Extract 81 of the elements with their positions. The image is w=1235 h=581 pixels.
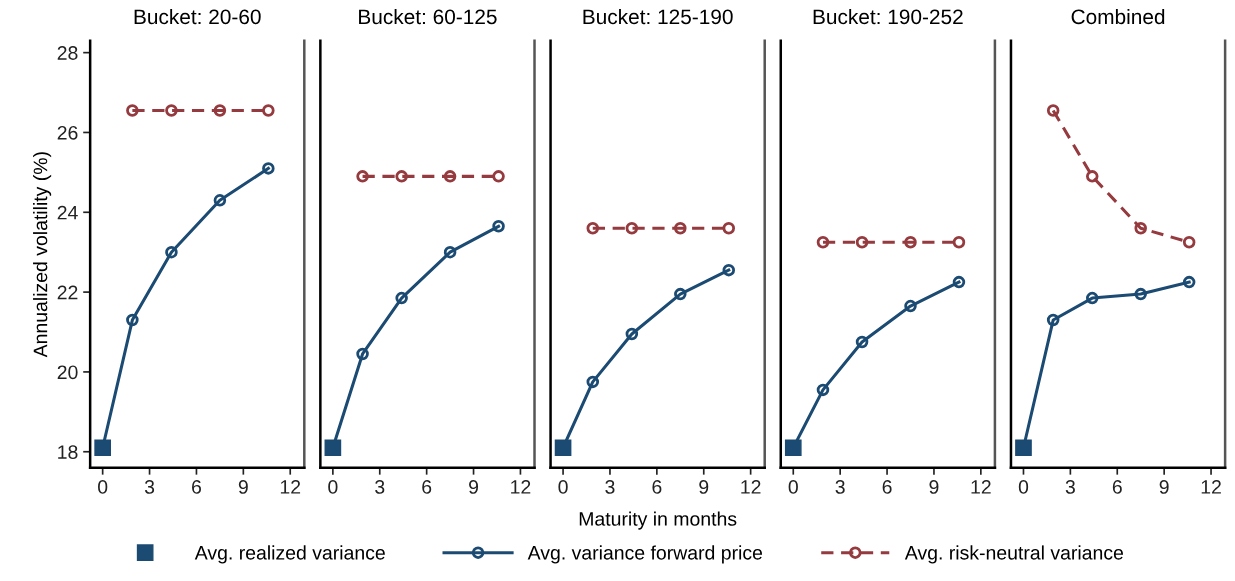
point (1182, 275, 1196, 289)
x-tick-label: 12 (511, 480, 531, 494)
point (443, 170, 457, 183)
chart-title: Combined (1071, 8, 1165, 25)
point (722, 221, 736, 235)
point (126, 313, 139, 327)
x-tick-label: 3 (605, 480, 615, 494)
x-tick-label: 12 (971, 480, 991, 494)
point (816, 235, 830, 249)
point (262, 162, 275, 175)
x-tick-label: 0 (788, 480, 798, 494)
point (674, 221, 687, 235)
point (165, 104, 178, 117)
chart-title: Bucket: 190-252 (813, 8, 963, 25)
point (1134, 221, 1147, 235)
point (492, 220, 505, 233)
point (625, 221, 639, 235)
point (1086, 291, 1099, 305)
y-tick-label: 26 (57, 125, 78, 140)
point (904, 299, 917, 313)
chart-title: Bucket: 20-60 (134, 8, 261, 25)
y-tick-label: 24 (57, 205, 78, 220)
y-tick-label: 28 (57, 46, 78, 60)
point (492, 170, 505, 183)
point (586, 221, 600, 235)
point (1134, 287, 1147, 301)
legend-label: Avg. variance forward price (527, 545, 763, 564)
x-tick-label: 9 (699, 480, 709, 494)
point (1046, 104, 1060, 117)
point (356, 170, 369, 183)
point (356, 347, 369, 361)
point (674, 287, 687, 301)
point (126, 104, 139, 117)
x-tick-label: 3 (144, 480, 155, 494)
point (855, 335, 869, 349)
point (816, 383, 830, 397)
x-tick-label: 12 (1201, 480, 1221, 494)
x-tick-label: 3 (835, 480, 845, 494)
chart-title: Bucket: 125-190 (583, 8, 733, 25)
x-tick-label: 9 (469, 480, 479, 494)
point (855, 235, 869, 249)
point (1046, 313, 1060, 327)
x-tick-label: 0 (98, 480, 108, 494)
y-axis-title: Annualized volatility (%) (33, 152, 52, 358)
chart-title: Bucket: 60-125 (359, 8, 497, 25)
legend-label: Avg. realized variance (194, 545, 385, 564)
x-tick-label: 12 (741, 480, 761, 494)
x-tick-label: 6 (652, 480, 662, 494)
x-tick-label: 6 (422, 480, 432, 494)
y-tick-label: 22 (57, 285, 78, 300)
point (722, 263, 736, 277)
x-tick-label: 3 (375, 480, 385, 494)
point (1086, 170, 1099, 183)
point (443, 245, 457, 259)
y-tick-label: 18 (58, 445, 78, 459)
x-tick-label: 9 (238, 480, 248, 494)
x-tick-label: 6 (882, 480, 892, 494)
x-tick-label: 12 (280, 480, 301, 494)
point (952, 235, 966, 249)
point (165, 245, 178, 259)
legend-label: Avg. risk-neutral variance (904, 545, 1124, 564)
x-tick-label: 3 (1065, 480, 1075, 494)
x-tick-label: 9 (1159, 480, 1169, 494)
point (262, 104, 275, 117)
y-tick-label: 20 (57, 365, 78, 380)
x-tick-label: 0 (328, 480, 338, 494)
x-tick-label: 0 (558, 480, 568, 494)
point (586, 375, 600, 389)
point (395, 170, 408, 183)
x-axis-title: Maturity in months (579, 511, 737, 530)
x-tick-label: 6 (1112, 480, 1122, 494)
point (625, 327, 639, 341)
x-tick-label: 0 (1018, 480, 1029, 494)
point (395, 291, 408, 305)
point (1182, 235, 1196, 249)
point (213, 104, 227, 117)
x-tick-label: 9 (929, 480, 939, 494)
point (952, 275, 966, 289)
point (904, 235, 917, 249)
point (213, 194, 227, 207)
x-tick-label: 6 (192, 480, 201, 494)
